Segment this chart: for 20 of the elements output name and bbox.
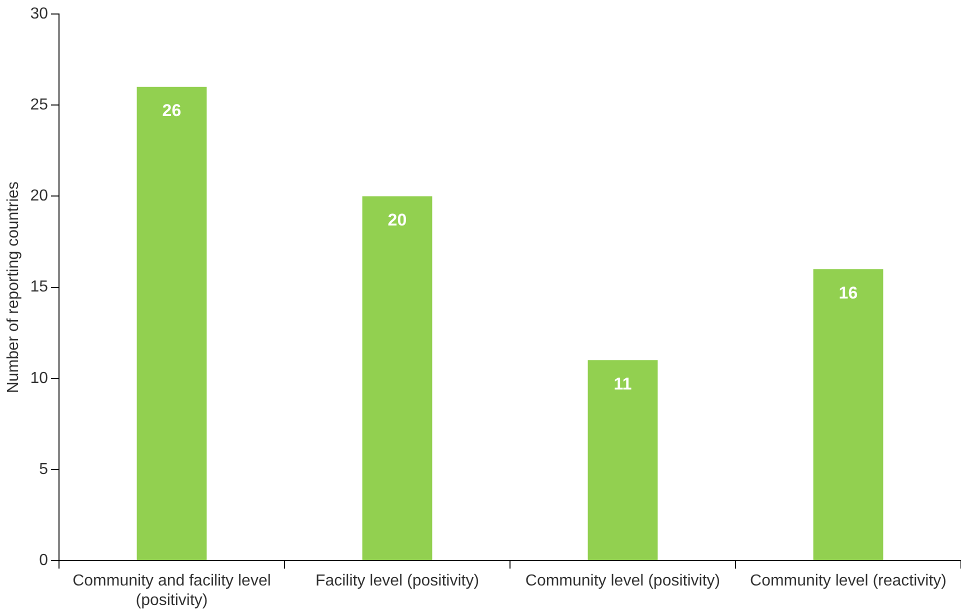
bar: [136, 86, 207, 560]
data-label: 11: [614, 374, 632, 394]
data-label: 20: [388, 210, 407, 230]
x-tick-label: Community and facility level (positivity): [72, 572, 271, 609]
y-tick-label: 0: [39, 552, 48, 570]
y-tick-label: 15: [30, 278, 48, 296]
bar: [362, 196, 432, 560]
x-tick-label: Community level (reactivity): [750, 572, 946, 590]
bar: [813, 269, 884, 560]
y-tick-label: 20: [30, 188, 48, 205]
y-tick-label: 10: [30, 370, 48, 387]
data-label: 16: [838, 283, 858, 302]
y-axis-title: Number of reporting countries: [5, 181, 22, 394]
data-label: 26: [162, 101, 182, 120]
y-tick-label: 25: [30, 96, 48, 114]
x-tick-label: Facility level (positivity): [315, 572, 480, 590]
x-tick-label: Community level (positivity): [525, 572, 720, 590]
y-tick-label: 30: [30, 5, 48, 22]
bar: [588, 360, 658, 560]
y-tick-label: 5: [39, 460, 48, 478]
